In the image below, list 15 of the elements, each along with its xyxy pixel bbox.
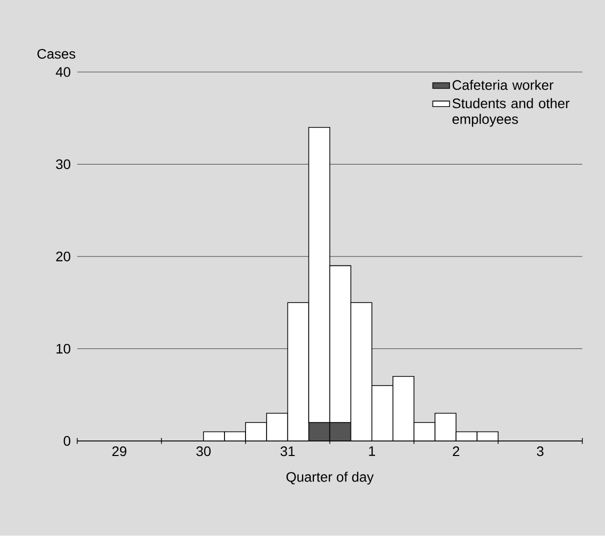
x-tick-label: 31: [280, 446, 295, 456]
y-tick-label: 10: [56, 344, 70, 354]
x-axis-title: Quarter of day: [286, 472, 374, 485]
legend-label: Students and other employees: [452, 98, 570, 127]
y-tick-label: 30: [56, 160, 70, 170]
y-tick-label: 0: [64, 436, 70, 446]
y-axis-title: Cases: [37, 49, 76, 59]
x-tick-label: 29: [112, 446, 126, 456]
x-tick-label: 30: [196, 446, 211, 456]
x-tick-label: 3: [536, 446, 544, 456]
y-tick-label: 20: [56, 252, 70, 262]
y-tick-label: 40: [56, 67, 70, 78]
legend-label: Cafeteria worker: [452, 80, 554, 90]
x-tick-label: 1: [369, 446, 376, 456]
x-tick-label: 2: [452, 446, 460, 456]
